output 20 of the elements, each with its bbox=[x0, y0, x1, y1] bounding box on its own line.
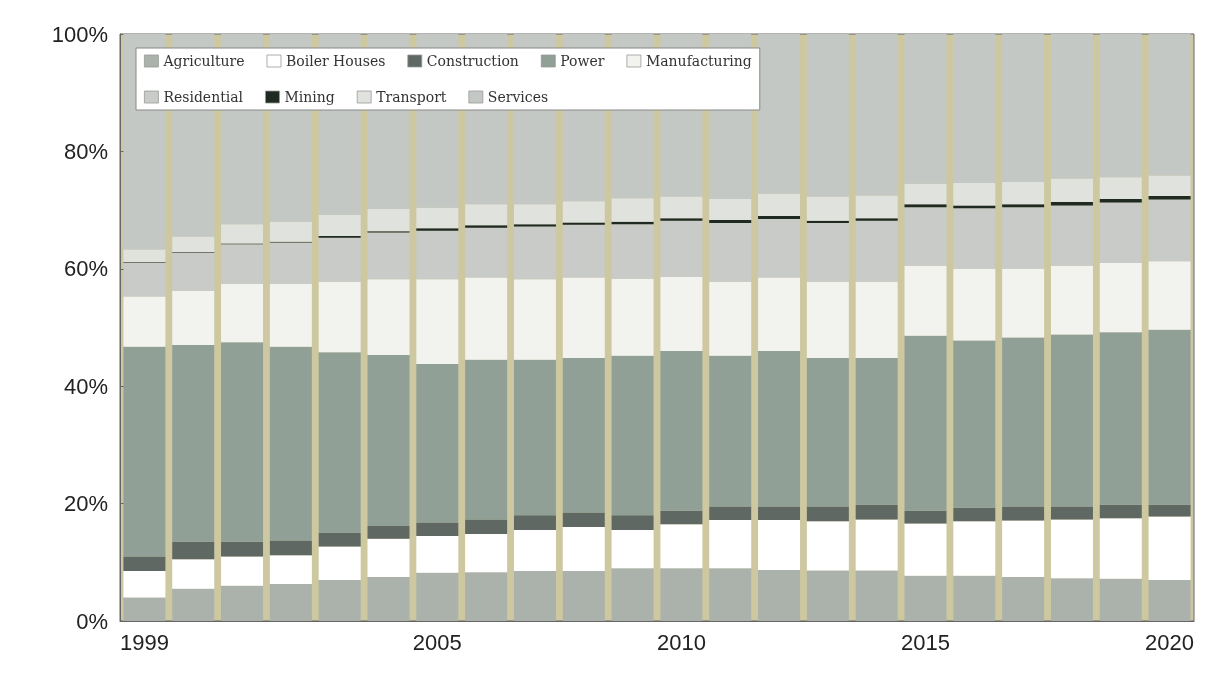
y-tick-label: 60% bbox=[63, 256, 108, 282]
y-tick-label: 0% bbox=[76, 608, 108, 634]
y-tick-label: 40% bbox=[63, 373, 108, 399]
legend-label: Manufacturing bbox=[645, 53, 752, 69]
legend-label: Power bbox=[560, 53, 605, 69]
y-tick-label: 100% bbox=[51, 21, 108, 47]
legend-label: Construction bbox=[426, 53, 519, 69]
legend-label: Agriculture bbox=[162, 53, 245, 69]
legend-label: Residential bbox=[163, 89, 244, 105]
x-tick-label: 2010 bbox=[656, 629, 706, 655]
legend-label: Services bbox=[487, 89, 549, 105]
x-tick-label: 2020 bbox=[1145, 629, 1195, 655]
x-tick-label: 2005 bbox=[412, 629, 462, 655]
y-tick-label: 20% bbox=[63, 491, 108, 517]
y-tick-label: 80% bbox=[63, 138, 108, 164]
legend-label: Boiler Houses bbox=[286, 53, 386, 69]
legend-label: Mining bbox=[284, 89, 335, 105]
x-tick-label: 2015 bbox=[901, 629, 950, 655]
x-tick-label: 1999 bbox=[119, 629, 169, 655]
legend-label: Transport bbox=[376, 89, 447, 105]
